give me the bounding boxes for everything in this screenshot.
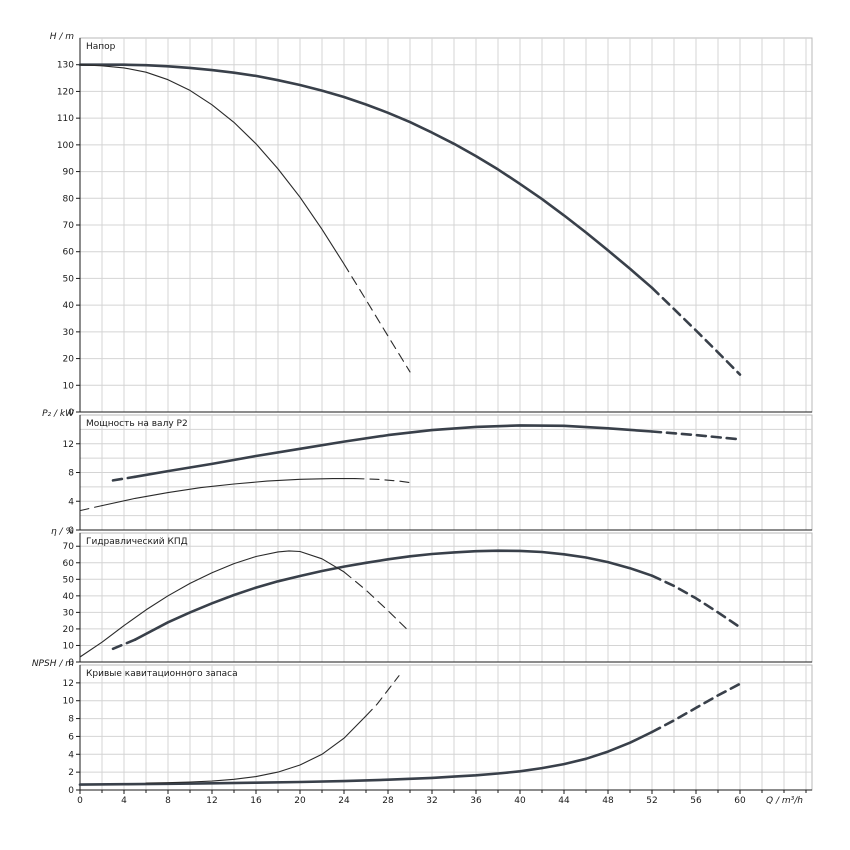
y-tick-label: 130 [57, 61, 74, 71]
y-tick-label: 60 [63, 248, 75, 258]
curve-efficiency-max-speed-dashed [111, 638, 137, 651]
y-tick-label: 100 [57, 141, 74, 151]
npsh-panel-title: Кривые кавитационного запаса [86, 669, 238, 679]
curve-efficiency-max-speed-dashed [650, 574, 742, 629]
y-tick-label: 80 [63, 194, 75, 204]
y-tick-label: 6 [68, 732, 74, 742]
curve-power-min-speed-dashed [354, 478, 411, 484]
y-tick-label: 8 [68, 715, 74, 725]
x-tick-label: 24 [338, 796, 350, 806]
y-tick-label: 20 [63, 625, 75, 635]
x-tick-label: 28 [382, 796, 394, 806]
curve-head-max-speed [78, 63, 654, 290]
y-tick-label: 4 [68, 497, 74, 507]
y-tick-label: 4 [68, 750, 74, 760]
efficiency-axis-label: η / % [50, 527, 74, 537]
y-tick-label: 40 [63, 592, 75, 602]
curve-npsh-min-speed [145, 715, 367, 784]
curve-efficiency-min-speed [79, 550, 345, 658]
y-tick-label: 60 [63, 559, 75, 569]
curve-npsh-min-speed-dashed [365, 675, 400, 717]
npsh-axis-label: NPSH / m [31, 659, 74, 669]
x-tick-label: 0 [77, 796, 83, 806]
curve-power-max-speed-dashed [650, 430, 742, 441]
x-axis-scale: 0 4 8 12 16 20 24 28 32 36 40 44 48 52 56 60 [77, 790, 807, 806]
y-tick-label: 2 [68, 768, 74, 778]
x-tick-label: 48 [602, 796, 614, 806]
y-tick-label: 12 [63, 440, 74, 450]
y-tick-label: 10 [63, 381, 75, 391]
y-tick-label: 40 [63, 301, 75, 311]
curve-head-min-speed-dashed [343, 263, 411, 373]
panel-npsh: 0 2 4 6 8 10 12 [63, 664, 813, 796]
panel-efficiency: 0 10 20 30 40 50 60 70 [63, 532, 813, 668]
y-tick-label: 0 [68, 658, 74, 668]
y-tick-label: 90 [63, 168, 75, 178]
panel-frame [79, 532, 813, 663]
x-tick-label: 20 [294, 796, 306, 806]
x-tick-label: 36 [470, 796, 482, 806]
x-tick-label: 12 [206, 796, 217, 806]
y-tick-label: 10 [63, 641, 75, 651]
curve-head-min-speed [79, 64, 345, 265]
y-tick-label: 20 [63, 355, 75, 365]
curve-power-min-speed [101, 478, 356, 507]
y-tick-label: 8 [68, 469, 74, 479]
y-tick-label: 70 [63, 542, 75, 552]
curve-power-max-speed [133, 424, 654, 479]
y-tick-label: 0 [68, 526, 74, 536]
y-tick-label: 30 [63, 608, 75, 618]
x-tick-label: 44 [558, 796, 570, 806]
curve-power-min-speed-dashed [79, 505, 103, 512]
y-tick-label: 0 [68, 408, 74, 418]
y-tick-label: 70 [63, 221, 75, 231]
panel-head: 0 10 20 30 40 50 60 70 80 90 100 110 120 130 [57, 37, 813, 418]
efficiency-panel-title: Гидравлический КПД [86, 537, 188, 547]
curve-power-max-speed-dashed [111, 475, 137, 482]
y-tick-label: 30 [63, 328, 75, 338]
power-axis-label: P₂ / kW [42, 409, 74, 419]
x-tick-label: 16 [250, 796, 262, 806]
x-tick-label: 40 [514, 796, 526, 806]
y-tick-label: 110 [57, 114, 74, 124]
y-tick-label: 12 [63, 679, 74, 689]
x-tick-label: 32 [426, 796, 437, 806]
curve-npsh-max-speed-dashed [650, 682, 742, 734]
head-panel-title: Напор [86, 42, 116, 52]
y-tick-label: 120 [57, 87, 74, 97]
curve-head-max-speed-dashed [650, 286, 742, 376]
x-tick-label: 4 [121, 796, 127, 806]
y-tick-label: 10 [63, 697, 75, 707]
panel-power: 0 4 8 12 [63, 414, 813, 536]
x-tick-label: 8 [165, 796, 171, 806]
head-axis-label: H / m [49, 32, 74, 42]
y-tick-label: 50 [63, 274, 75, 284]
power-panel-title: Мощность на валу P2 [86, 419, 188, 429]
y-tick-label: 0 [68, 786, 74, 796]
x-tick-label: 56 [690, 796, 702, 806]
curve-npsh-max-speed [78, 730, 654, 786]
x-tick-label: 60 [734, 796, 746, 806]
y-tick-label: 50 [63, 575, 75, 585]
flow-axis-label: Q / m³/h [766, 796, 803, 806]
x-tick-label: 52 [646, 796, 657, 806]
curve-efficiency-max-speed [133, 549, 654, 641]
